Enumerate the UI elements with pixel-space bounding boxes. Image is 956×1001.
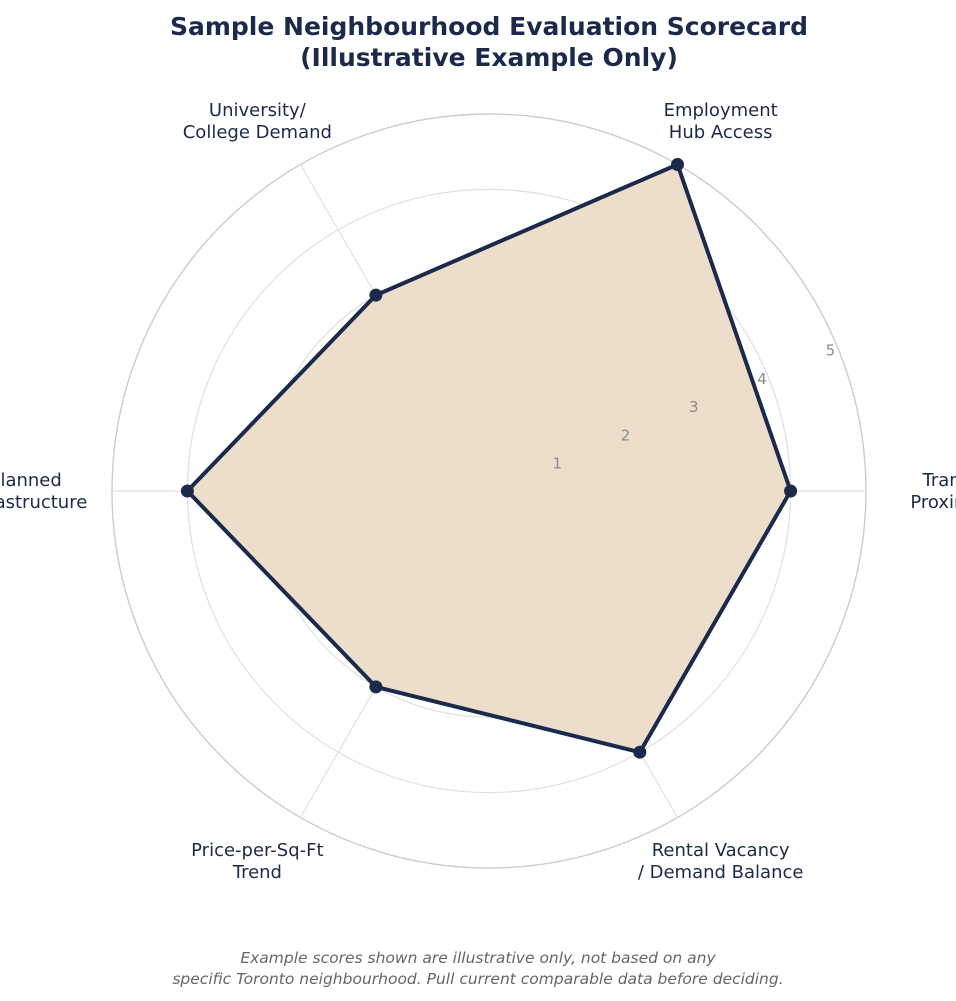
category-label-6-line-2: / Demand Balance [638, 862, 804, 883]
category-label-3-line-2: College Demand [183, 122, 332, 143]
category-label-3-line-1: University/ [209, 100, 307, 121]
category-label-4-line-2: Infrastructure [0, 492, 87, 513]
data-point-4 [180, 484, 194, 498]
tick-label-3: 3 [689, 398, 699, 416]
category-label-4-line-1: Planned [0, 470, 62, 491]
radial-tick-labels: 1 2 3 4 5 [552, 342, 835, 473]
category-label-6: Rental Vacancy/ Demand Balance [638, 840, 804, 883]
category-label-5-line-2: Trend [232, 862, 282, 883]
tick-label-5: 5 [826, 342, 836, 360]
category-label-1: TransitProximity [910, 470, 956, 513]
category-label-1-line-1: Transit [921, 470, 956, 491]
footnote-line-1: Example scores shown are illustrative on… [240, 949, 716, 967]
category-label-5-line-1: Price-per-Sq-Ft [191, 840, 323, 861]
data-point-6 [633, 745, 647, 759]
tick-label-2: 2 [621, 426, 631, 444]
data-point-1 [784, 484, 798, 498]
footnote-line-2: specific Toronto neighbourhood. Pull cur… [172, 970, 783, 988]
category-label-2-line-2: Hub Access [669, 122, 773, 143]
chart-title-line-1: Sample Neighbourhood Evaluation Scorecar… [170, 12, 808, 41]
category-label-4: PlannedInfrastructure [0, 470, 87, 513]
chart-title-line-2: (Illustrative Example Only) [300, 43, 678, 72]
data-point-5 [369, 680, 383, 694]
data-point-2 [671, 158, 684, 172]
category-label-6-line-1: Rental Vacancy [652, 840, 790, 861]
tick-label-4: 4 [757, 370, 767, 388]
category-label-2-line-1: Employment [664, 100, 778, 121]
category-label-3: University/College Demand [183, 100, 332, 143]
series-1-area [187, 164, 791, 753]
data-point-3 [369, 288, 383, 302]
radar-series [180, 158, 798, 759]
category-label-1-line-2: Proximity [910, 492, 956, 513]
tick-label-1: 1 [552, 455, 562, 473]
